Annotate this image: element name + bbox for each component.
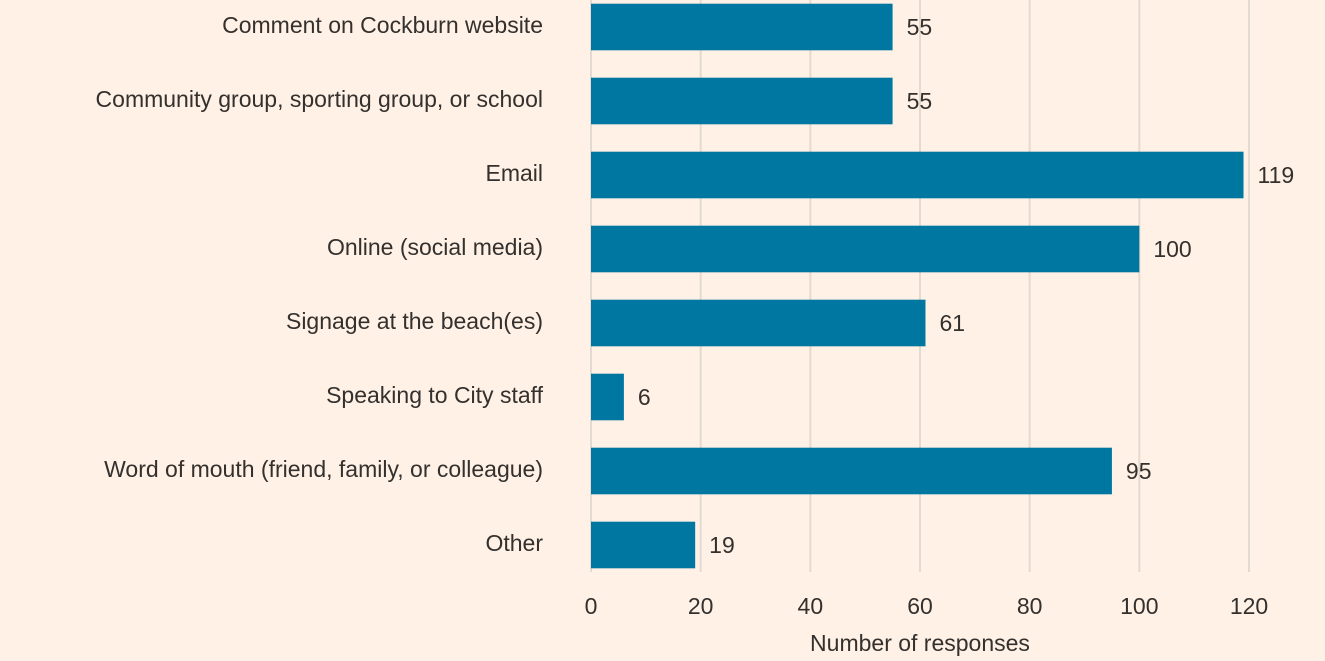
x-tick-label: 20 [688, 593, 714, 619]
bar [591, 3, 893, 51]
x-tick-label: 0 [585, 593, 598, 619]
x-tick-label: 60 [907, 593, 933, 619]
bar [591, 77, 893, 125]
value-label: 6 [638, 384, 651, 410]
x-tick-label: 120 [1230, 593, 1268, 619]
y-tick-label: Speaking to City staff [326, 382, 544, 408]
value-label: 119 [1258, 162, 1295, 188]
value-label: 61 [939, 310, 965, 336]
x-axis-label: Number of responses [810, 630, 1030, 656]
x-tick-label: 100 [1120, 593, 1158, 619]
y-tick-label: Online (social media) [327, 234, 543, 260]
bar [591, 225, 1140, 273]
x-tick-label: 40 [798, 593, 824, 619]
x-tick-label: 80 [1017, 593, 1043, 619]
bar [591, 447, 1112, 495]
y-tick-label: Email [485, 160, 543, 186]
y-tick-label: Other [485, 530, 543, 556]
bar [591, 373, 624, 421]
bar [591, 151, 1244, 199]
bar [591, 299, 926, 347]
y-tick-label: Word of mouth (friend, family, or collea… [104, 456, 543, 482]
bar [591, 521, 696, 569]
y-tick-label: Community group, sporting group, or scho… [96, 86, 543, 112]
value-label: 95 [1126, 458, 1152, 484]
value-label: 100 [1153, 236, 1191, 262]
value-label: 55 [907, 14, 933, 40]
y-tick-label: Comment on Cockburn website [222, 12, 543, 38]
y-tick-label: Signage at the beach(es) [286, 308, 543, 334]
value-label: 55 [907, 88, 933, 114]
value-label: 19 [709, 532, 735, 558]
